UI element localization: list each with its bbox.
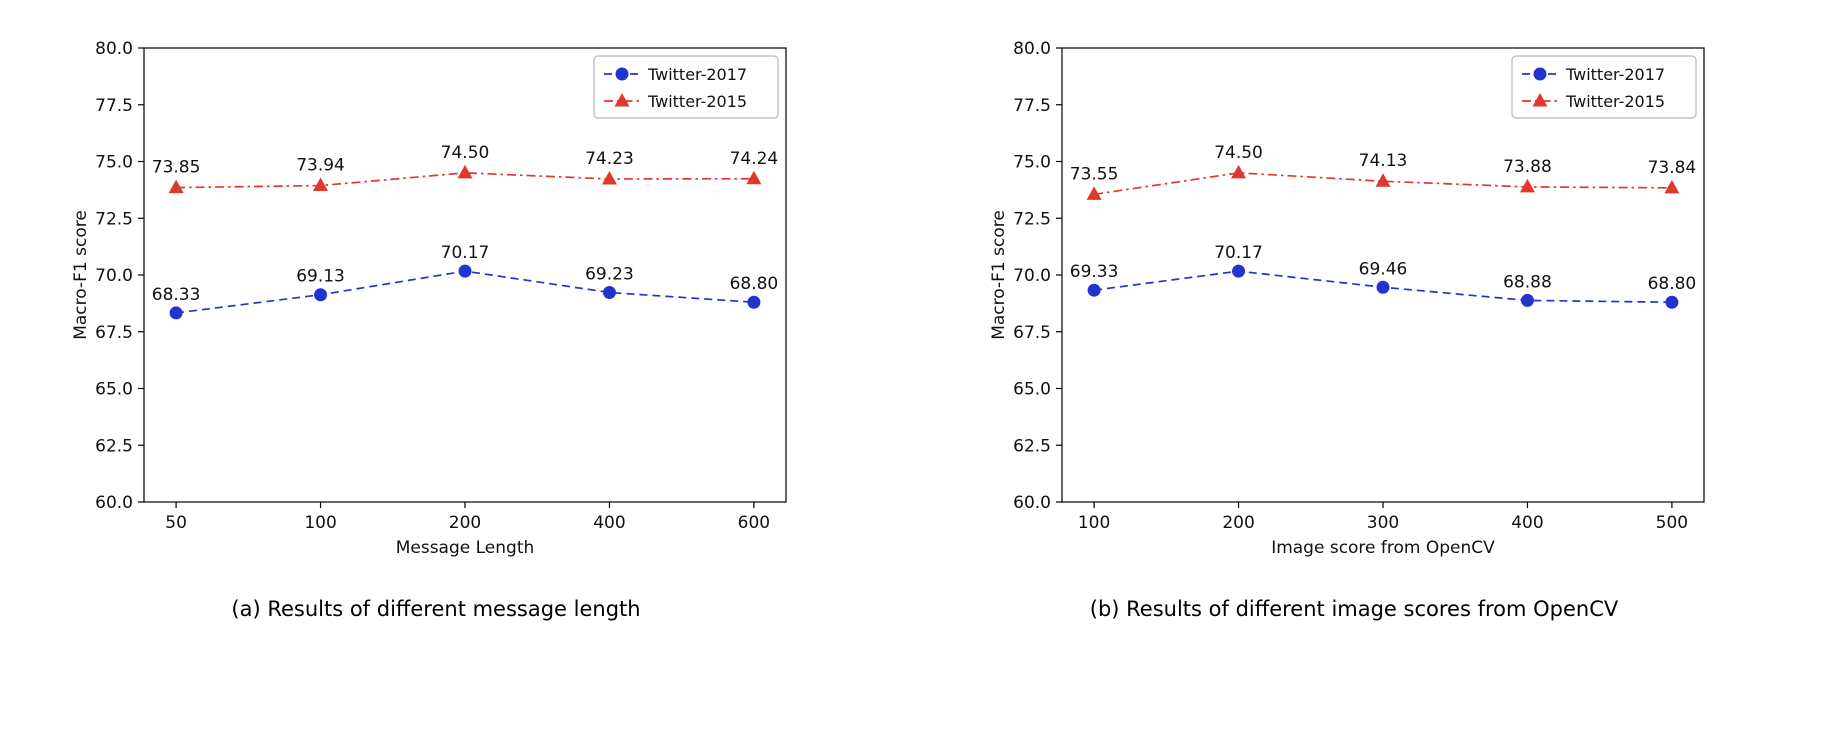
legend-label: Twitter-2015 bbox=[647, 92, 747, 111]
y-tick-label: 60.0 bbox=[95, 493, 133, 513]
x-tick-label: 100 bbox=[1078, 513, 1110, 533]
chart-message-length: 60.0 62.5 65.0 67.5 70.0 72.5 75.0 77.5 80.0 50 10… bbox=[66, 32, 806, 577]
x-tick-label: 300 bbox=[1367, 513, 1399, 533]
legend-box bbox=[593, 55, 779, 119]
legend-triangle-marker bbox=[1532, 93, 1548, 107]
x-tick-label: 50 bbox=[165, 513, 187, 533]
y-tick-label: 70.0 bbox=[1013, 266, 1051, 286]
legend-label: Twitter-2015 bbox=[1565, 92, 1665, 111]
legend-box bbox=[1511, 55, 1697, 119]
point-twitter-2015-triangle-marker bbox=[1086, 186, 1102, 200]
point-twitter-2015-triangle-marker bbox=[457, 164, 473, 179]
x-tick-label: 100 bbox=[304, 513, 336, 533]
x-axis-label: Image score from OpenCV bbox=[1271, 538, 1495, 558]
value-label: 70.17 bbox=[1214, 243, 1263, 263]
y-tick-label: 77.5 bbox=[1013, 96, 1051, 116]
point-twitter-2015-triangle-marker bbox=[1231, 164, 1247, 179]
y-tick-label: 65.0 bbox=[95, 380, 133, 400]
point-twitter-2017-circle-marker bbox=[1376, 280, 1390, 294]
legend-triangle-marker bbox=[614, 93, 630, 107]
point-twitter-2017-circle-marker bbox=[1087, 283, 1101, 297]
y-tick-label: 67.5 bbox=[95, 323, 133, 343]
y-tick-label: 72.5 bbox=[1013, 209, 1051, 229]
value-label: 69.23 bbox=[585, 264, 634, 284]
y-tick-label: 65.0 bbox=[1013, 380, 1051, 400]
point-twitter-2015-triangle-marker bbox=[1375, 173, 1391, 187]
y-tick-label: 70.0 bbox=[95, 266, 133, 286]
y-tick-label: 80.0 bbox=[95, 39, 133, 59]
value-label: 68.33 bbox=[152, 285, 201, 305]
x-tick-label: 200 bbox=[1222, 513, 1254, 533]
point-twitter-2017-circle-marker bbox=[169, 306, 183, 320]
value-label: 74.50 bbox=[441, 143, 490, 163]
series-line-twitter-2015 bbox=[1093, 171, 1672, 196]
x-tick-label: 400 bbox=[593, 513, 625, 533]
x-tick-label: 200 bbox=[449, 513, 481, 533]
value-label: 73.55 bbox=[1070, 164, 1119, 184]
value-label: 74.50 bbox=[1214, 143, 1263, 163]
value-label: 74.24 bbox=[730, 149, 779, 169]
point-twitter-2015-triangle-marker bbox=[313, 177, 329, 192]
point-twitter-2017-circle-marker bbox=[1520, 293, 1534, 307]
point-twitter-2015-triangle-marker bbox=[168, 179, 184, 194]
value-label: 68.88 bbox=[1503, 272, 1552, 292]
point-twitter-2017-circle-marker bbox=[747, 295, 761, 309]
y-tick-label: 80.0 bbox=[1013, 39, 1051, 59]
value-label: 73.94 bbox=[296, 156, 345, 176]
x-tick-label: 400 bbox=[1511, 513, 1543, 533]
value-label: 69.13 bbox=[296, 267, 345, 287]
figure-b: 60.0 62.5 65.0 67.5 70.0 72.5 75.0 77.5 80.0 100 2… bbox=[958, 16, 1796, 720]
point-twitter-2017-circle-marker bbox=[1232, 264, 1246, 278]
point-twitter-2015-triangle-marker bbox=[1664, 179, 1680, 194]
caption-b: (b) Results of different image scores fr… bbox=[1089, 597, 1619, 621]
chart-image-score: 60.0 62.5 65.0 67.5 70.0 72.5 75.0 77.5 80.0 100 2… bbox=[984, 32, 1724, 577]
x-tick-label: 500 bbox=[1656, 513, 1688, 533]
y-axis-label: Macro-F1 score bbox=[71, 210, 91, 340]
x-tick-label: 600 bbox=[738, 513, 770, 533]
figure-a: 60.0 62.5 65.0 67.5 70.0 72.5 75.0 77.5 80.0 50 10… bbox=[40, 16, 878, 720]
point-twitter-2015-triangle-marker bbox=[601, 170, 617, 185]
point-twitter-2017-circle-marker bbox=[1665, 295, 1679, 309]
y-tick-label: 72.5 bbox=[95, 209, 133, 229]
value-label: 74.23 bbox=[585, 149, 634, 169]
y-tick-label: 75.0 bbox=[1013, 153, 1051, 173]
value-label: 74.13 bbox=[1359, 151, 1408, 171]
value-label: 69.46 bbox=[1359, 259, 1408, 279]
value-label: 68.80 bbox=[1648, 274, 1697, 294]
series-line-twitter-2015 bbox=[176, 171, 754, 189]
value-label: 69.33 bbox=[1070, 262, 1119, 282]
caption-a: (a) Results of different message length bbox=[231, 597, 641, 621]
legend-circle-marker bbox=[1533, 67, 1547, 81]
point-twitter-2017-circle-marker bbox=[314, 288, 328, 302]
x-axis-label: Message Length bbox=[396, 538, 535, 558]
value-label: 70.17 bbox=[441, 243, 490, 263]
y-tick-label: 60.0 bbox=[1013, 493, 1051, 513]
y-axis-label: Macro-F1 score bbox=[989, 210, 1009, 340]
point-twitter-2017-circle-marker bbox=[458, 264, 472, 278]
point-twitter-2017-circle-marker bbox=[602, 285, 616, 299]
value-label: 73.88 bbox=[1503, 157, 1552, 177]
value-label: 73.85 bbox=[152, 158, 201, 178]
y-tick-label: 62.5 bbox=[1013, 436, 1051, 456]
point-twitter-2015-triangle-marker bbox=[1519, 178, 1535, 193]
legend-label: Twitter-2017 bbox=[1565, 65, 1665, 84]
value-label: 68.80 bbox=[730, 274, 779, 294]
y-tick-label: 62.5 bbox=[95, 436, 133, 456]
legend-label: Twitter-2017 bbox=[647, 65, 747, 84]
y-tick-label: 77.5 bbox=[95, 96, 133, 116]
y-tick-label: 67.5 bbox=[1013, 323, 1051, 343]
legend-circle-marker bbox=[615, 67, 629, 81]
point-twitter-2015-triangle-marker bbox=[746, 170, 762, 185]
value-label: 73.84 bbox=[1648, 158, 1697, 178]
y-tick-label: 75.0 bbox=[95, 153, 133, 173]
